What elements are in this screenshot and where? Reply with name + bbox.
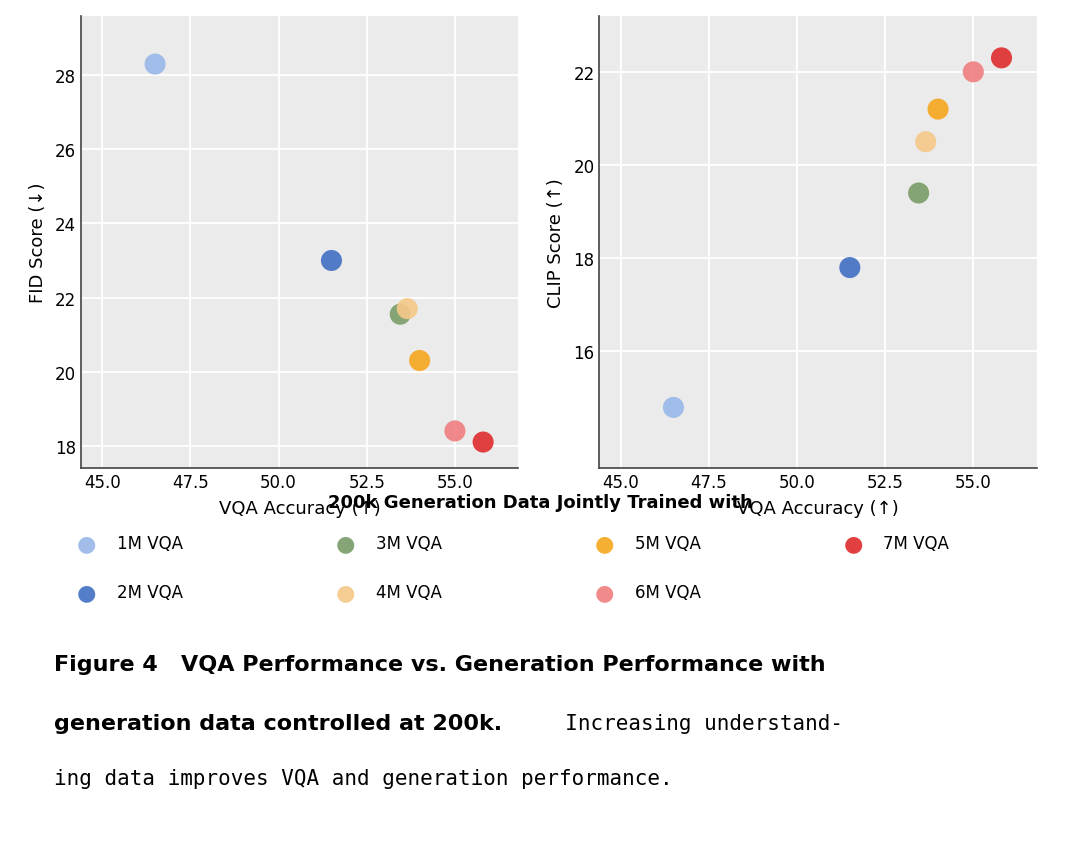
- Point: [917, 136, 934, 149]
- Point: [964, 66, 982, 79]
- Text: Increasing understand-: Increasing understand-: [540, 713, 843, 733]
- Text: ●: ●: [77, 582, 96, 603]
- Text: 3M VQA: 3M VQA: [376, 534, 442, 553]
- Text: ●: ●: [595, 533, 615, 554]
- Y-axis label: FID Score (↓): FID Score (↓): [28, 182, 46, 303]
- X-axis label: VQA Accuracy (↑): VQA Accuracy (↑): [738, 500, 899, 517]
- X-axis label: VQA Accuracy (↑): VQA Accuracy (↑): [219, 500, 380, 517]
- Text: ●: ●: [595, 582, 615, 603]
- Text: generation data controlled at 200k.: generation data controlled at 200k.: [54, 713, 502, 733]
- Point: [474, 436, 491, 449]
- Point: [323, 254, 340, 268]
- Text: ●: ●: [843, 533, 863, 554]
- Text: 7M VQA: 7M VQA: [883, 534, 949, 553]
- Text: 2M VQA: 2M VQA: [117, 583, 183, 602]
- Text: 1M VQA: 1M VQA: [117, 534, 183, 553]
- Point: [147, 58, 164, 72]
- Text: ●: ●: [336, 582, 355, 603]
- Text: ing data improves VQA and generation performance.: ing data improves VQA and generation per…: [54, 768, 673, 788]
- Point: [399, 302, 416, 316]
- Point: [930, 103, 947, 116]
- Text: Figure 4   VQA Performance vs. Generation Performance with: Figure 4 VQA Performance vs. Generation …: [54, 654, 825, 674]
- Text: 4M VQA: 4M VQA: [376, 583, 442, 602]
- Text: 5M VQA: 5M VQA: [635, 534, 701, 553]
- Text: ●: ●: [336, 533, 355, 554]
- Point: [910, 187, 928, 201]
- Point: [841, 262, 859, 275]
- Point: [665, 401, 683, 414]
- Point: [993, 52, 1010, 66]
- Text: ●: ●: [77, 533, 96, 554]
- Y-axis label: CLIP Score (↑): CLIP Score (↑): [546, 178, 565, 307]
- Text: 6M VQA: 6M VQA: [635, 583, 701, 602]
- Text: 200k Generation Data Jointly Trained with: 200k Generation Data Jointly Trained wit…: [327, 494, 753, 511]
- Point: [446, 425, 463, 438]
- Point: [411, 354, 429, 368]
- Point: [392, 308, 409, 322]
